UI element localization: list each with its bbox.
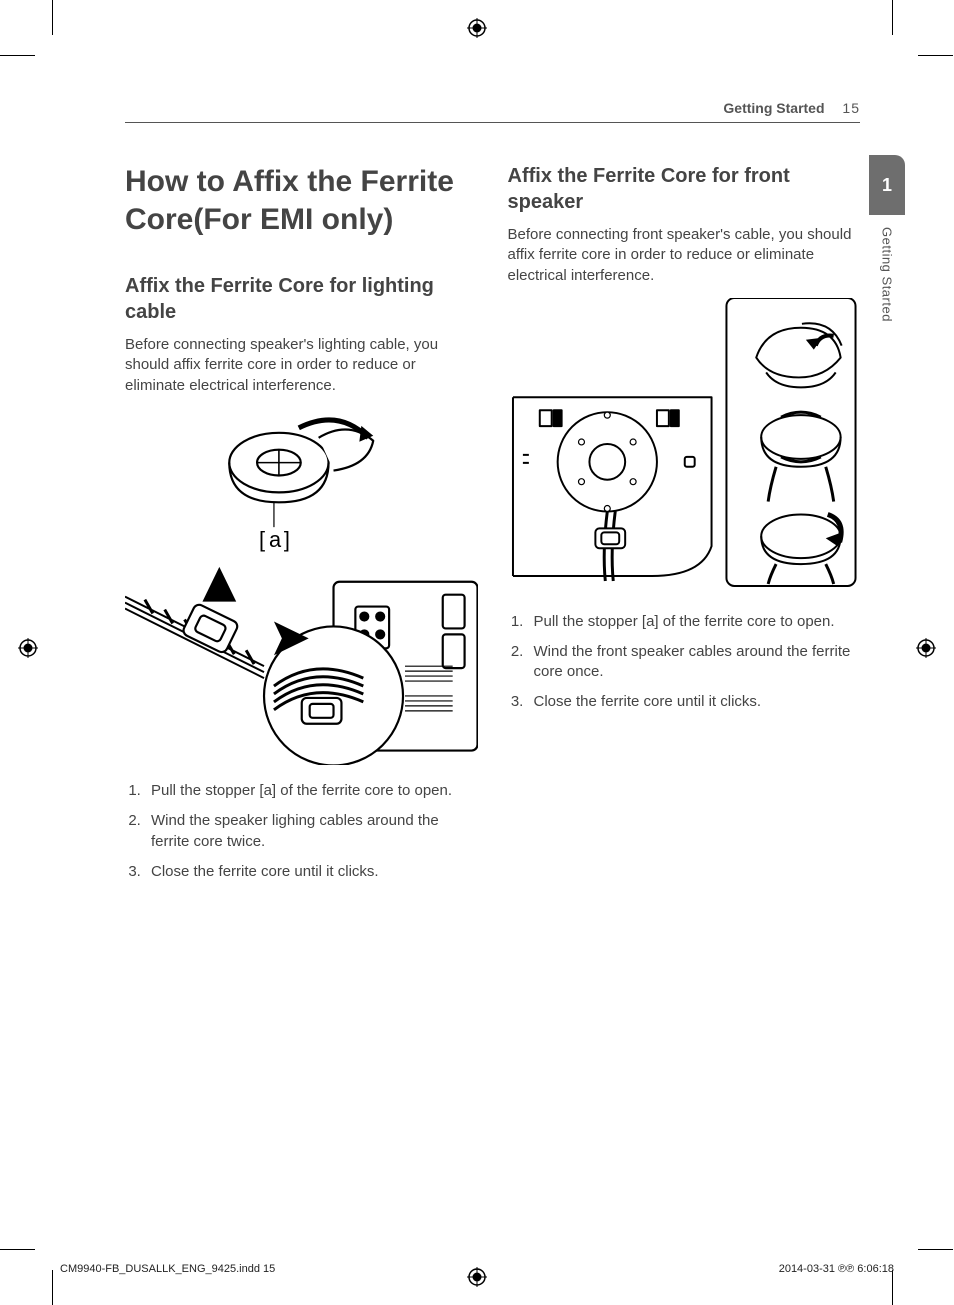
list-item: Wind the front speaker cables around the… bbox=[528, 642, 861, 683]
crop-mark bbox=[52, 1270, 53, 1305]
list-item: Pull the stopper [a] of the ferrite core… bbox=[145, 781, 478, 801]
imprint-footer: CM9940-FB_DUSALLK_ENG_9425.indd 15 2014-… bbox=[60, 1263, 894, 1275]
crop-mark bbox=[892, 0, 893, 35]
left-subtitle: Affix the Ferrite Core for lighting cabl… bbox=[125, 273, 478, 325]
page-content: Getting Started 15 1 Getting Started How… bbox=[125, 100, 860, 892]
chapter-number: 1 bbox=[869, 155, 905, 215]
registration-mark-icon bbox=[467, 18, 487, 38]
imprint-file: CM9940-FB_DUSALLK_ENG_9425.indd 15 bbox=[60, 1263, 275, 1275]
chapter-label: Getting Started bbox=[880, 227, 895, 322]
chapter-side-tab: 1 Getting Started bbox=[869, 155, 905, 322]
figure-lighting-cable: [ a ] bbox=[125, 408, 478, 765]
running-header: Getting Started 15 bbox=[125, 100, 860, 123]
registration-mark-icon bbox=[916, 638, 936, 658]
crop-mark bbox=[918, 55, 953, 56]
left-column: How to Affix the Ferrite Core(For EMI on… bbox=[125, 163, 478, 892]
page-title: How to Affix the Ferrite Core(For EMI on… bbox=[125, 163, 478, 238]
list-item: Wind the speaker lighing cables around t… bbox=[145, 811, 478, 852]
crop-mark bbox=[0, 55, 35, 56]
crop-mark bbox=[918, 1249, 953, 1250]
list-item: Pull the stopper [a] of the ferrite core… bbox=[528, 612, 861, 632]
figure-front-speaker bbox=[508, 298, 861, 596]
svg-text:[: [ bbox=[259, 527, 265, 552]
left-intro: Before connecting speaker's lighting cab… bbox=[125, 335, 478, 396]
crop-mark bbox=[892, 1270, 893, 1305]
left-steps: Pull the stopper [a] of the ferrite core… bbox=[125, 781, 478, 882]
right-intro: Before connecting front speaker's cable,… bbox=[508, 225, 861, 286]
figure-label: a bbox=[269, 527, 282, 552]
crop-mark bbox=[0, 1249, 35, 1250]
header-page-number: 15 bbox=[842, 100, 860, 116]
imprint-timestamp: 2014-03-31 ℗℗ 6:06:18 bbox=[779, 1263, 894, 1275]
crop-mark bbox=[52, 0, 53, 35]
right-column: Affix the Ferrite Core for front speaker… bbox=[508, 163, 861, 892]
registration-mark-icon bbox=[18, 638, 38, 658]
header-section: Getting Started bbox=[723, 100, 824, 116]
svg-text:]: ] bbox=[284, 527, 290, 552]
list-item: Close the ferrite core until it clicks. bbox=[528, 692, 861, 712]
list-item: Close the ferrite core until it clicks. bbox=[145, 862, 478, 882]
right-subtitle: Affix the Ferrite Core for front speaker bbox=[508, 163, 861, 215]
right-steps: Pull the stopper [a] of the ferrite core… bbox=[508, 612, 861, 713]
